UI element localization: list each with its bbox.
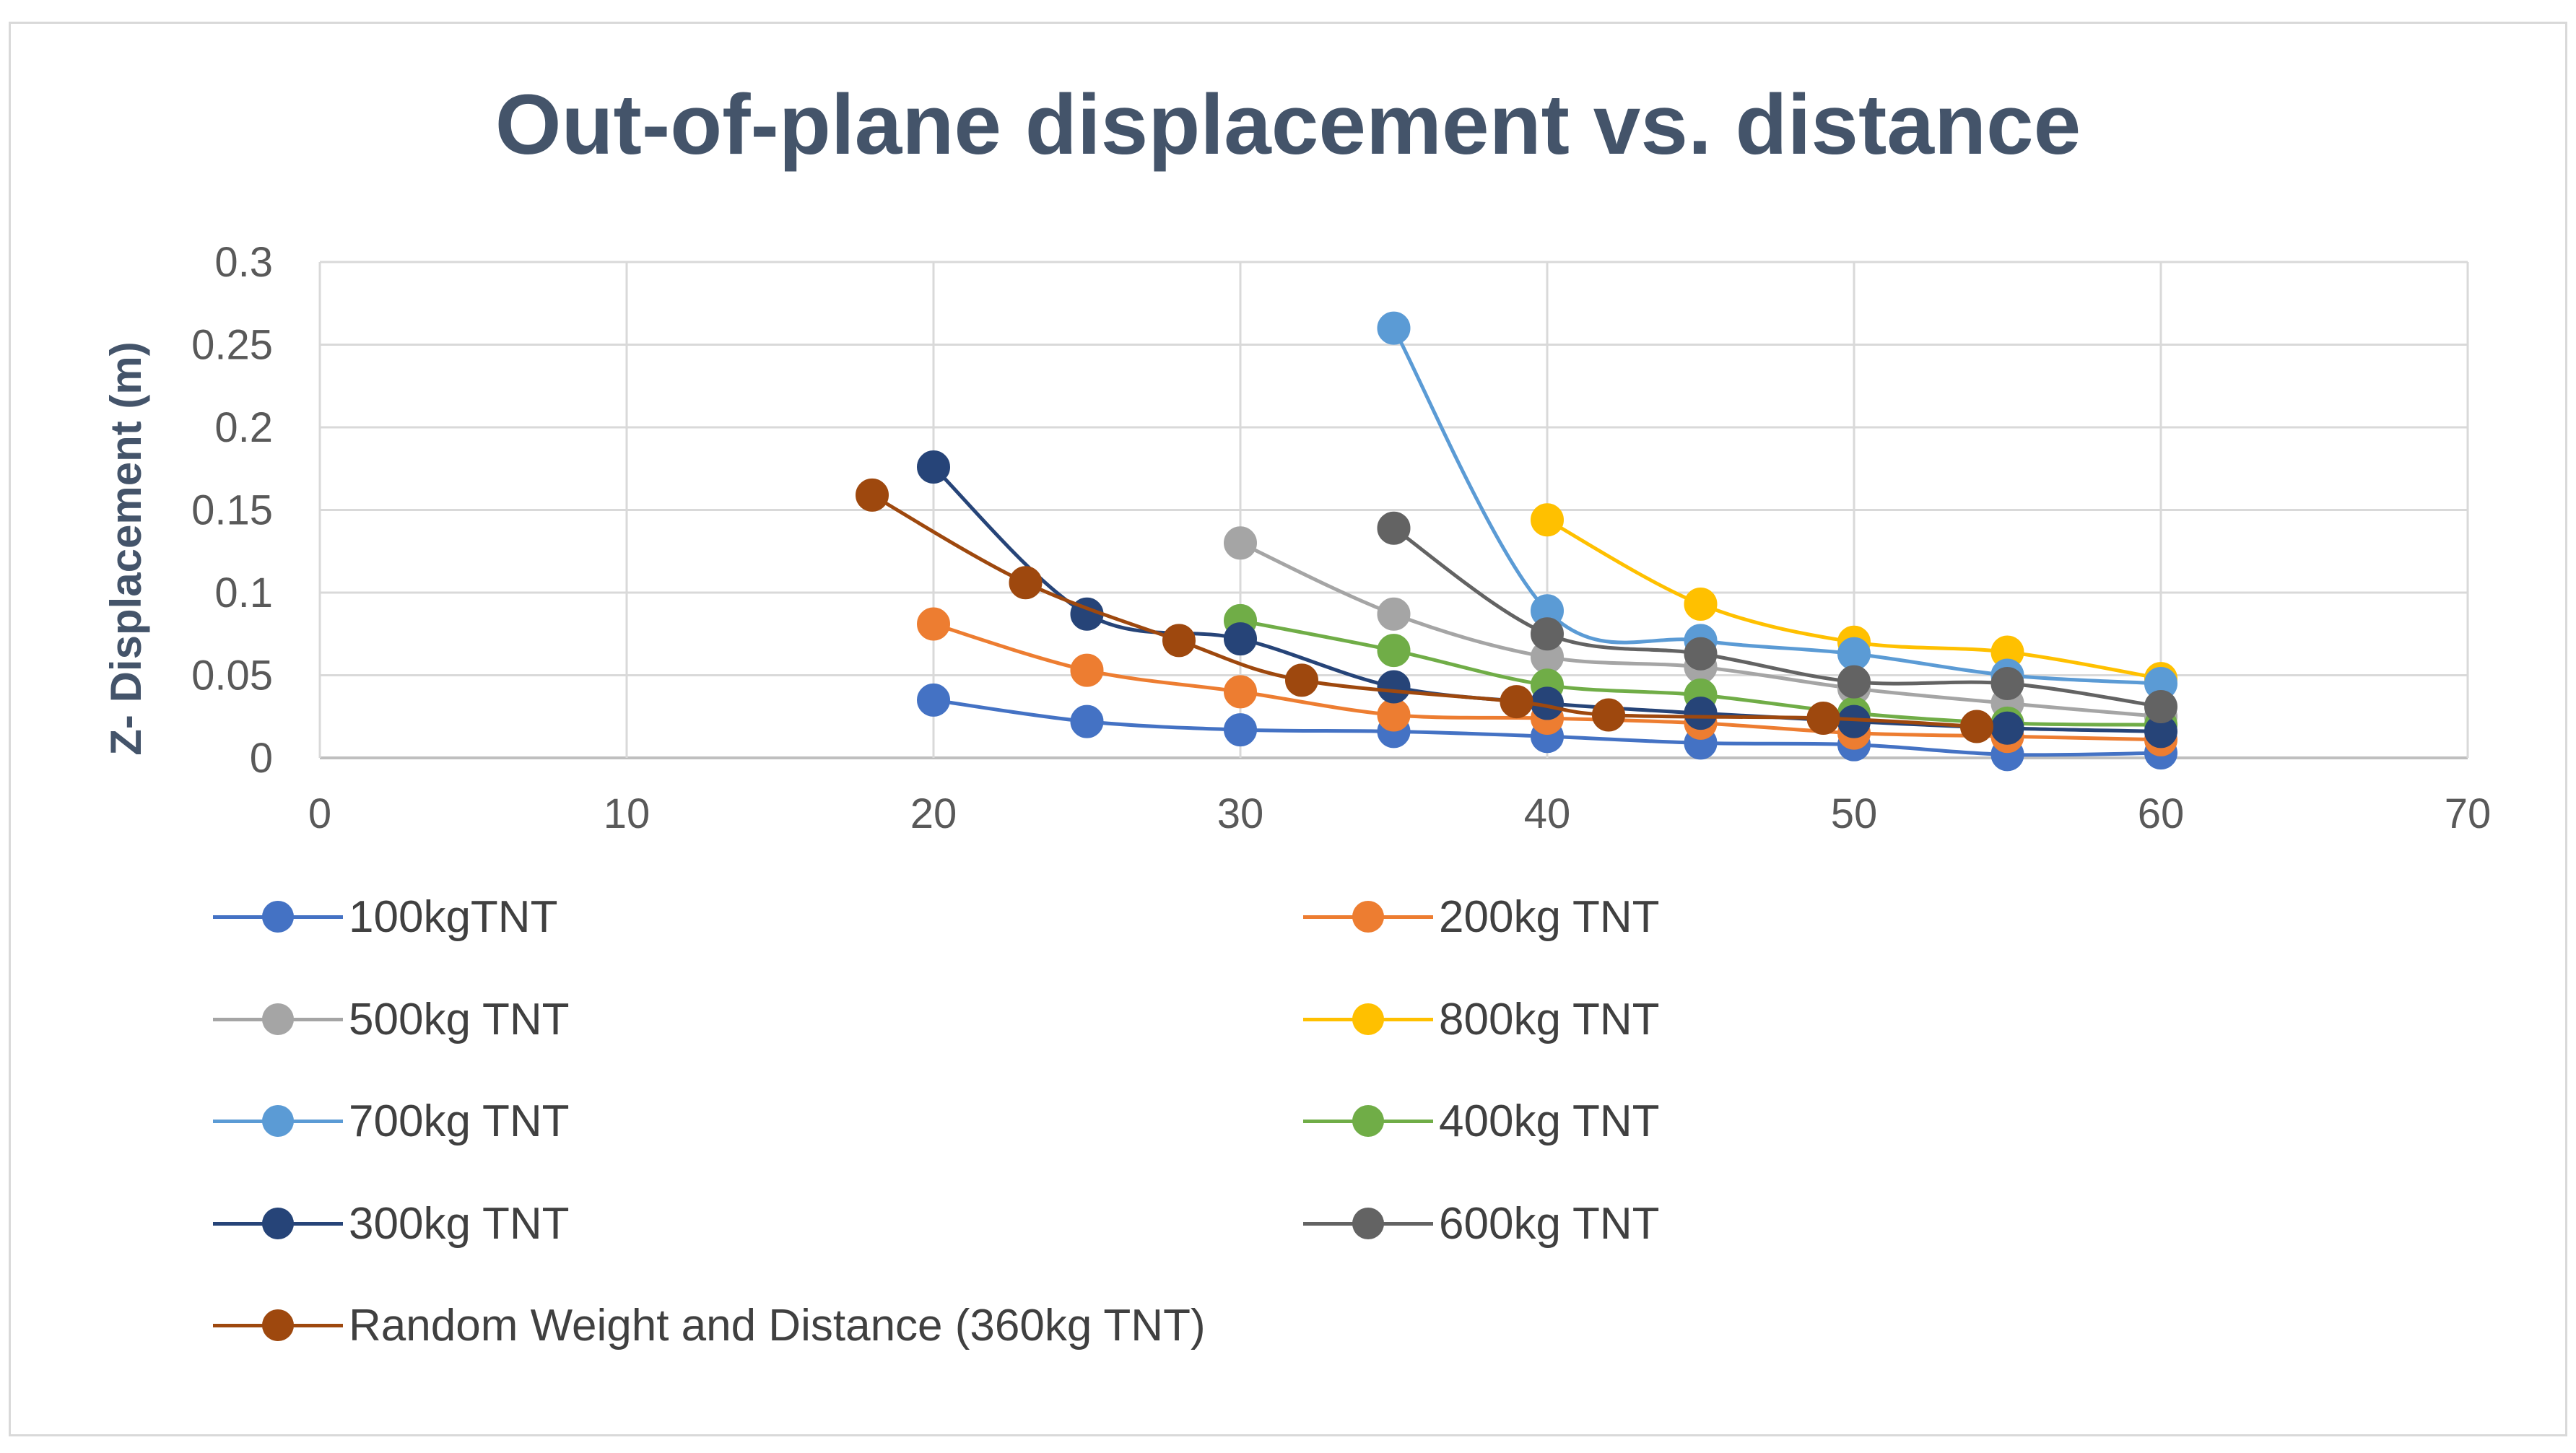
data-point [1377, 311, 1411, 345]
x-tick-label: 70 [2445, 790, 2492, 837]
x-tick-label: 60 [2138, 790, 2185, 837]
data-point [1837, 665, 1871, 699]
data-point [856, 478, 889, 512]
data-point [1837, 637, 1871, 671]
data-point [1224, 675, 1257, 709]
data-point [1070, 704, 1104, 738]
data-point [1377, 670, 1411, 704]
x-tick-label: 40 [1524, 790, 1571, 837]
x-tick-label: 30 [1217, 790, 1264, 837]
data-point [917, 607, 950, 641]
data-point [1960, 710, 1993, 743]
data-point [1162, 624, 1196, 658]
series-layer [856, 311, 2177, 772]
data-point [1990, 666, 2024, 700]
data-point [2144, 690, 2177, 724]
data-point [1224, 622, 1257, 656]
data-point [1070, 653, 1104, 687]
y-tick-label: 0.3 [214, 239, 273, 286]
data-point [1224, 713, 1257, 747]
data-point [1684, 697, 1718, 730]
y-tick-label: 0.05 [191, 653, 273, 699]
y-tick-label: 0.1 [214, 570, 273, 616]
data-point [1377, 698, 1411, 732]
data-point [1224, 526, 1257, 560]
data-point [1500, 685, 1533, 719]
axis-layer: 0 0.05 0.1 0.15 0.2 0.25 0.3 0 10 20 30 40 50 60 70 [191, 239, 2491, 837]
y-axis-label: Z- Displacement (m) [102, 341, 150, 755]
data-point [1531, 617, 1564, 651]
y-tick-label: 0 [250, 735, 273, 782]
data-point [917, 450, 950, 484]
data-point [1806, 702, 1840, 736]
x-tick-label: 20 [910, 790, 957, 837]
data-point [1377, 511, 1411, 545]
series-line [1392, 327, 2162, 686]
series-line [871, 493, 1977, 728]
x-tick-label: 0 [308, 790, 331, 837]
data-point [1592, 698, 1625, 732]
data-point [1531, 503, 1564, 537]
x-tick-label: 10 [604, 790, 650, 837]
y-tick-label: 0.2 [214, 404, 273, 451]
data-point [1009, 566, 1043, 600]
x-tick-label: 50 [1831, 790, 1878, 837]
data-point [1684, 637, 1718, 671]
data-point [1285, 663, 1318, 697]
series-8 [1377, 511, 2177, 724]
series-9 [856, 478, 1993, 743]
data-point [1377, 597, 1411, 631]
data-point [1990, 711, 2024, 745]
y-tick-label: 0.25 [191, 322, 273, 369]
y-tick-label: 0.15 [191, 487, 273, 534]
data-point [1684, 588, 1718, 621]
data-point [917, 683, 950, 717]
data-point [1377, 634, 1411, 668]
series-5 [1377, 311, 2177, 700]
chart-title: Out-of-plane displacement vs. distance [495, 77, 2081, 173]
